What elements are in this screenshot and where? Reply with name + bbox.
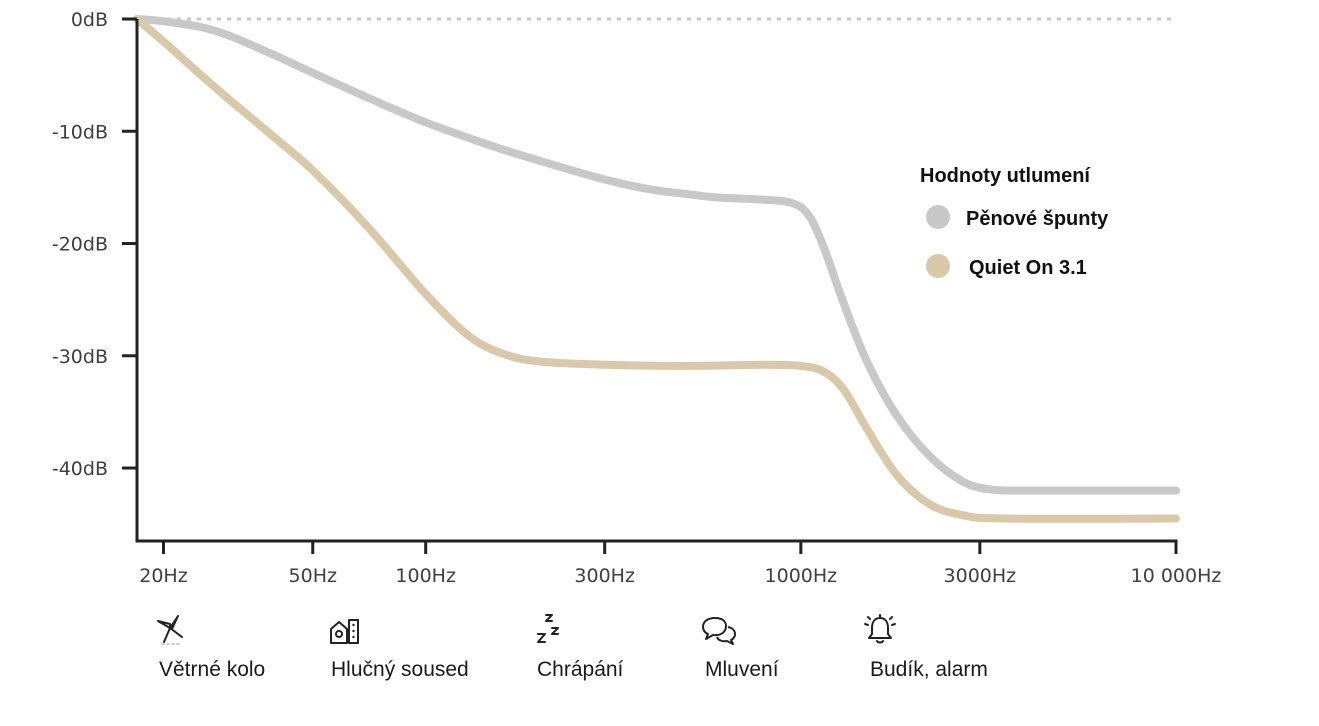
noise-source-label: Větrné kolo (159, 658, 266, 681)
x-tick-label: 10 000Hz (1131, 565, 1222, 587)
x-tick-label: 300Hz (574, 565, 635, 587)
noise-source-label: Hlučný soused (331, 658, 469, 681)
speech-bubbles-icon (702, 617, 736, 645)
series-line-foam-plugs (133, 15, 1180, 495)
legend-swatch (926, 254, 950, 278)
wind-turbine-icon (157, 615, 183, 645)
alarm-bell-icon (864, 614, 896, 644)
noise-source-noisy-neighbor: Hlučný soused (325, 612, 525, 692)
x-tick-label: 3000Hz (944, 565, 1017, 587)
noise-source-label: Chrápání (537, 658, 624, 681)
x-tick-label: 1000Hz (765, 565, 838, 587)
x-tick-label: 50Hz (289, 565, 337, 587)
noise-source-alarm: Budík, alarm (862, 612, 1062, 692)
y-tick-label: 0dB (71, 9, 108, 31)
x-tick-label: 20Hz (139, 565, 187, 587)
legend: Hodnoty utlumení Pěnové špunty Quiet On 3… (920, 165, 1109, 279)
snoring-icon (537, 614, 559, 643)
y-tick-label: -30dB (52, 346, 108, 368)
y-tick-label: -40dB (52, 458, 108, 480)
noisy-neighbor-icon (330, 619, 359, 644)
legend-swatch (926, 205, 950, 229)
x-tick-label: 100Hz (395, 565, 456, 587)
noise-source-label: Budík, alarm (870, 658, 988, 681)
series-line-quiet-on (133, 15, 1180, 523)
noise-source-snoring: Chrápání (530, 612, 730, 692)
y-tick-label: -10dB (52, 121, 108, 143)
legend-title: Hodnoty utlumení (920, 165, 1091, 187)
legend-label: Pěnové špunty (966, 208, 1109, 230)
noise-source-speech: Mluvení (700, 612, 900, 692)
noise-source-wind-turbine: Větrné kolo (150, 612, 350, 692)
noise-source-label: Mluvení (705, 658, 779, 681)
y-tick-label: -20dB (52, 234, 108, 256)
legend-label: Quiet On 3.1 (969, 257, 1087, 279)
